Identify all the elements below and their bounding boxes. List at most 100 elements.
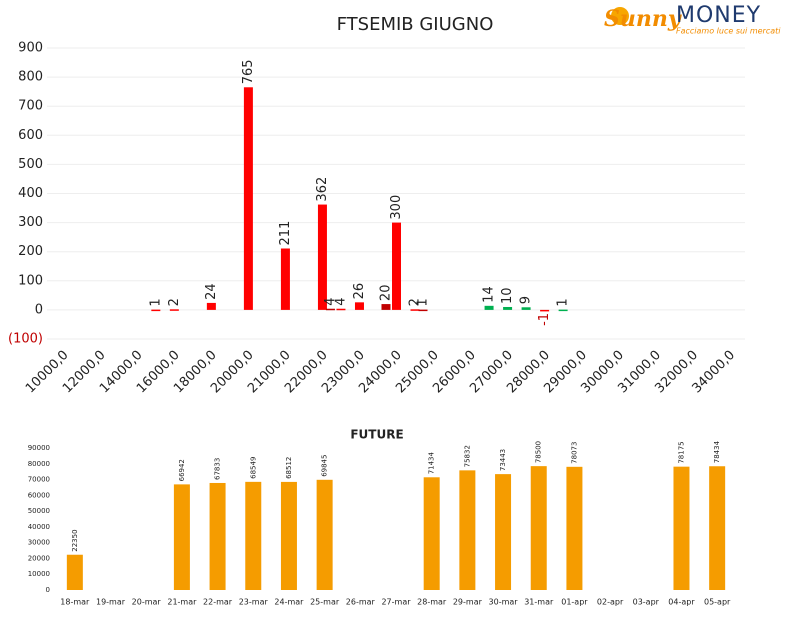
y-tick-label: 70000 <box>28 476 50 484</box>
bar <box>206 302 216 310</box>
y-tick-label: 800 <box>18 70 43 85</box>
x-tick-label: 31-mar <box>524 598 554 607</box>
x-tick-label: 27-mar <box>381 598 411 607</box>
bar <box>325 308 335 311</box>
bar <box>503 306 513 310</box>
x-tick-label: 02-apr <box>597 598 624 607</box>
bar <box>495 474 512 590</box>
value-label: 24 <box>204 283 219 300</box>
logo-brand2: MONEY <box>676 3 761 28</box>
value-label: 1 <box>148 298 163 306</box>
y-tick-label: 10000 <box>28 570 50 578</box>
value-label: 2 <box>167 298 182 306</box>
y-tick-label: 200 <box>18 244 43 259</box>
bar <box>280 481 297 590</box>
value-label: 26 <box>352 283 367 300</box>
bar <box>66 554 83 590</box>
value-label: 68512 <box>285 457 293 479</box>
value-label: 73443 <box>499 449 507 471</box>
x-tick-label: 24-mar <box>274 598 304 607</box>
x-tick-label: 28-mar <box>417 598 447 607</box>
value-label: 78434 <box>713 440 721 463</box>
x-tick-label: 18-mar <box>60 598 90 607</box>
y-tick-label: (100) <box>8 332 43 347</box>
bar <box>423 477 440 590</box>
bar <box>316 479 333 590</box>
value-label: 22350 <box>71 529 79 551</box>
value-label: 9 <box>519 296 534 304</box>
y-tick-label: 80000 <box>28 460 50 468</box>
x-tick-label: 05-apr <box>704 598 731 607</box>
bar <box>317 204 327 310</box>
value-label: 10 <box>500 287 515 304</box>
y-tick-label: 700 <box>18 99 43 114</box>
value-label: 211 <box>278 221 293 246</box>
value-label: 2 <box>408 298 423 306</box>
bar <box>530 466 547 590</box>
x-tick-label: 21-mar <box>167 598 197 607</box>
logo-sun <box>611 7 629 25</box>
x-tick-label: 23-mar <box>239 598 269 607</box>
bar <box>521 307 531 310</box>
bar <box>484 305 494 310</box>
bar <box>169 309 179 311</box>
x-tick-label: 30-mar <box>489 598 519 607</box>
value-label: 1 <box>416 298 431 306</box>
bar <box>245 481 262 590</box>
chart-title: FUTURE <box>350 428 403 442</box>
x-tick-label: 19-mar <box>96 598 126 607</box>
y-tick-label: 60000 <box>28 491 50 499</box>
value-label: 66942 <box>178 459 186 481</box>
bar <box>566 466 583 590</box>
y-tick-label: 50000 <box>28 507 50 515</box>
y-tick-label: 300 <box>18 215 43 230</box>
bar <box>418 309 428 312</box>
bar <box>459 470 476 590</box>
bar <box>392 222 401 310</box>
value-label: 69845 <box>321 455 329 477</box>
value-label: 1 <box>556 298 571 306</box>
y-tick-label: 0 <box>35 302 43 317</box>
logo-tagline: Facciamo luce sui mercati <box>676 27 781 36</box>
value-label: 67833 <box>214 458 222 480</box>
y-tick-label: 500 <box>18 157 43 172</box>
value-label: 78500 <box>535 441 543 463</box>
x-tick-label: 26-mar <box>346 598 376 607</box>
y-tick-label: 90000 <box>28 444 50 452</box>
bar <box>209 482 226 590</box>
y-tick-label: 600 <box>18 128 43 143</box>
bar <box>243 87 253 310</box>
y-tick-label: 0 <box>46 586 50 594</box>
value-label: 765 <box>241 59 256 84</box>
x-tick-label: 22-mar <box>203 598 233 607</box>
chart-title: FTSEMIB GIUGNO <box>337 14 494 35</box>
y-tick-label: 20000 <box>28 554 50 562</box>
bar <box>354 302 364 310</box>
value-label: 300 <box>389 195 404 220</box>
value-label: 68549 <box>249 457 257 479</box>
value-label: -1 <box>537 313 552 326</box>
x-tick-label: 01-apr <box>561 598 588 607</box>
logo: Sunny MONEY Facciamo luce sui mercati <box>604 3 781 36</box>
x-tick-label: 29-mar <box>453 598 483 607</box>
bar <box>336 308 346 311</box>
value-label: 362 <box>315 177 330 202</box>
y-tick-label: 900 <box>18 41 43 56</box>
bar <box>151 309 161 312</box>
value-label: 75832 <box>463 445 471 467</box>
bar <box>410 309 420 311</box>
y-tick-label: 30000 <box>28 539 50 547</box>
y-tick-label: 40000 <box>28 523 50 531</box>
y-tick-label: 100 <box>18 273 43 288</box>
x-tick-label: 03-apr <box>633 598 660 607</box>
value-label: 14 <box>482 286 497 303</box>
value-label: 78073 <box>570 442 578 464</box>
bar <box>280 248 290 310</box>
y-tick-label: 400 <box>18 186 43 201</box>
bar <box>381 304 391 310</box>
value-label: 71434 <box>428 451 436 474</box>
value-label: 4 <box>333 297 348 305</box>
logo-brand: Sunny <box>604 6 683 32</box>
